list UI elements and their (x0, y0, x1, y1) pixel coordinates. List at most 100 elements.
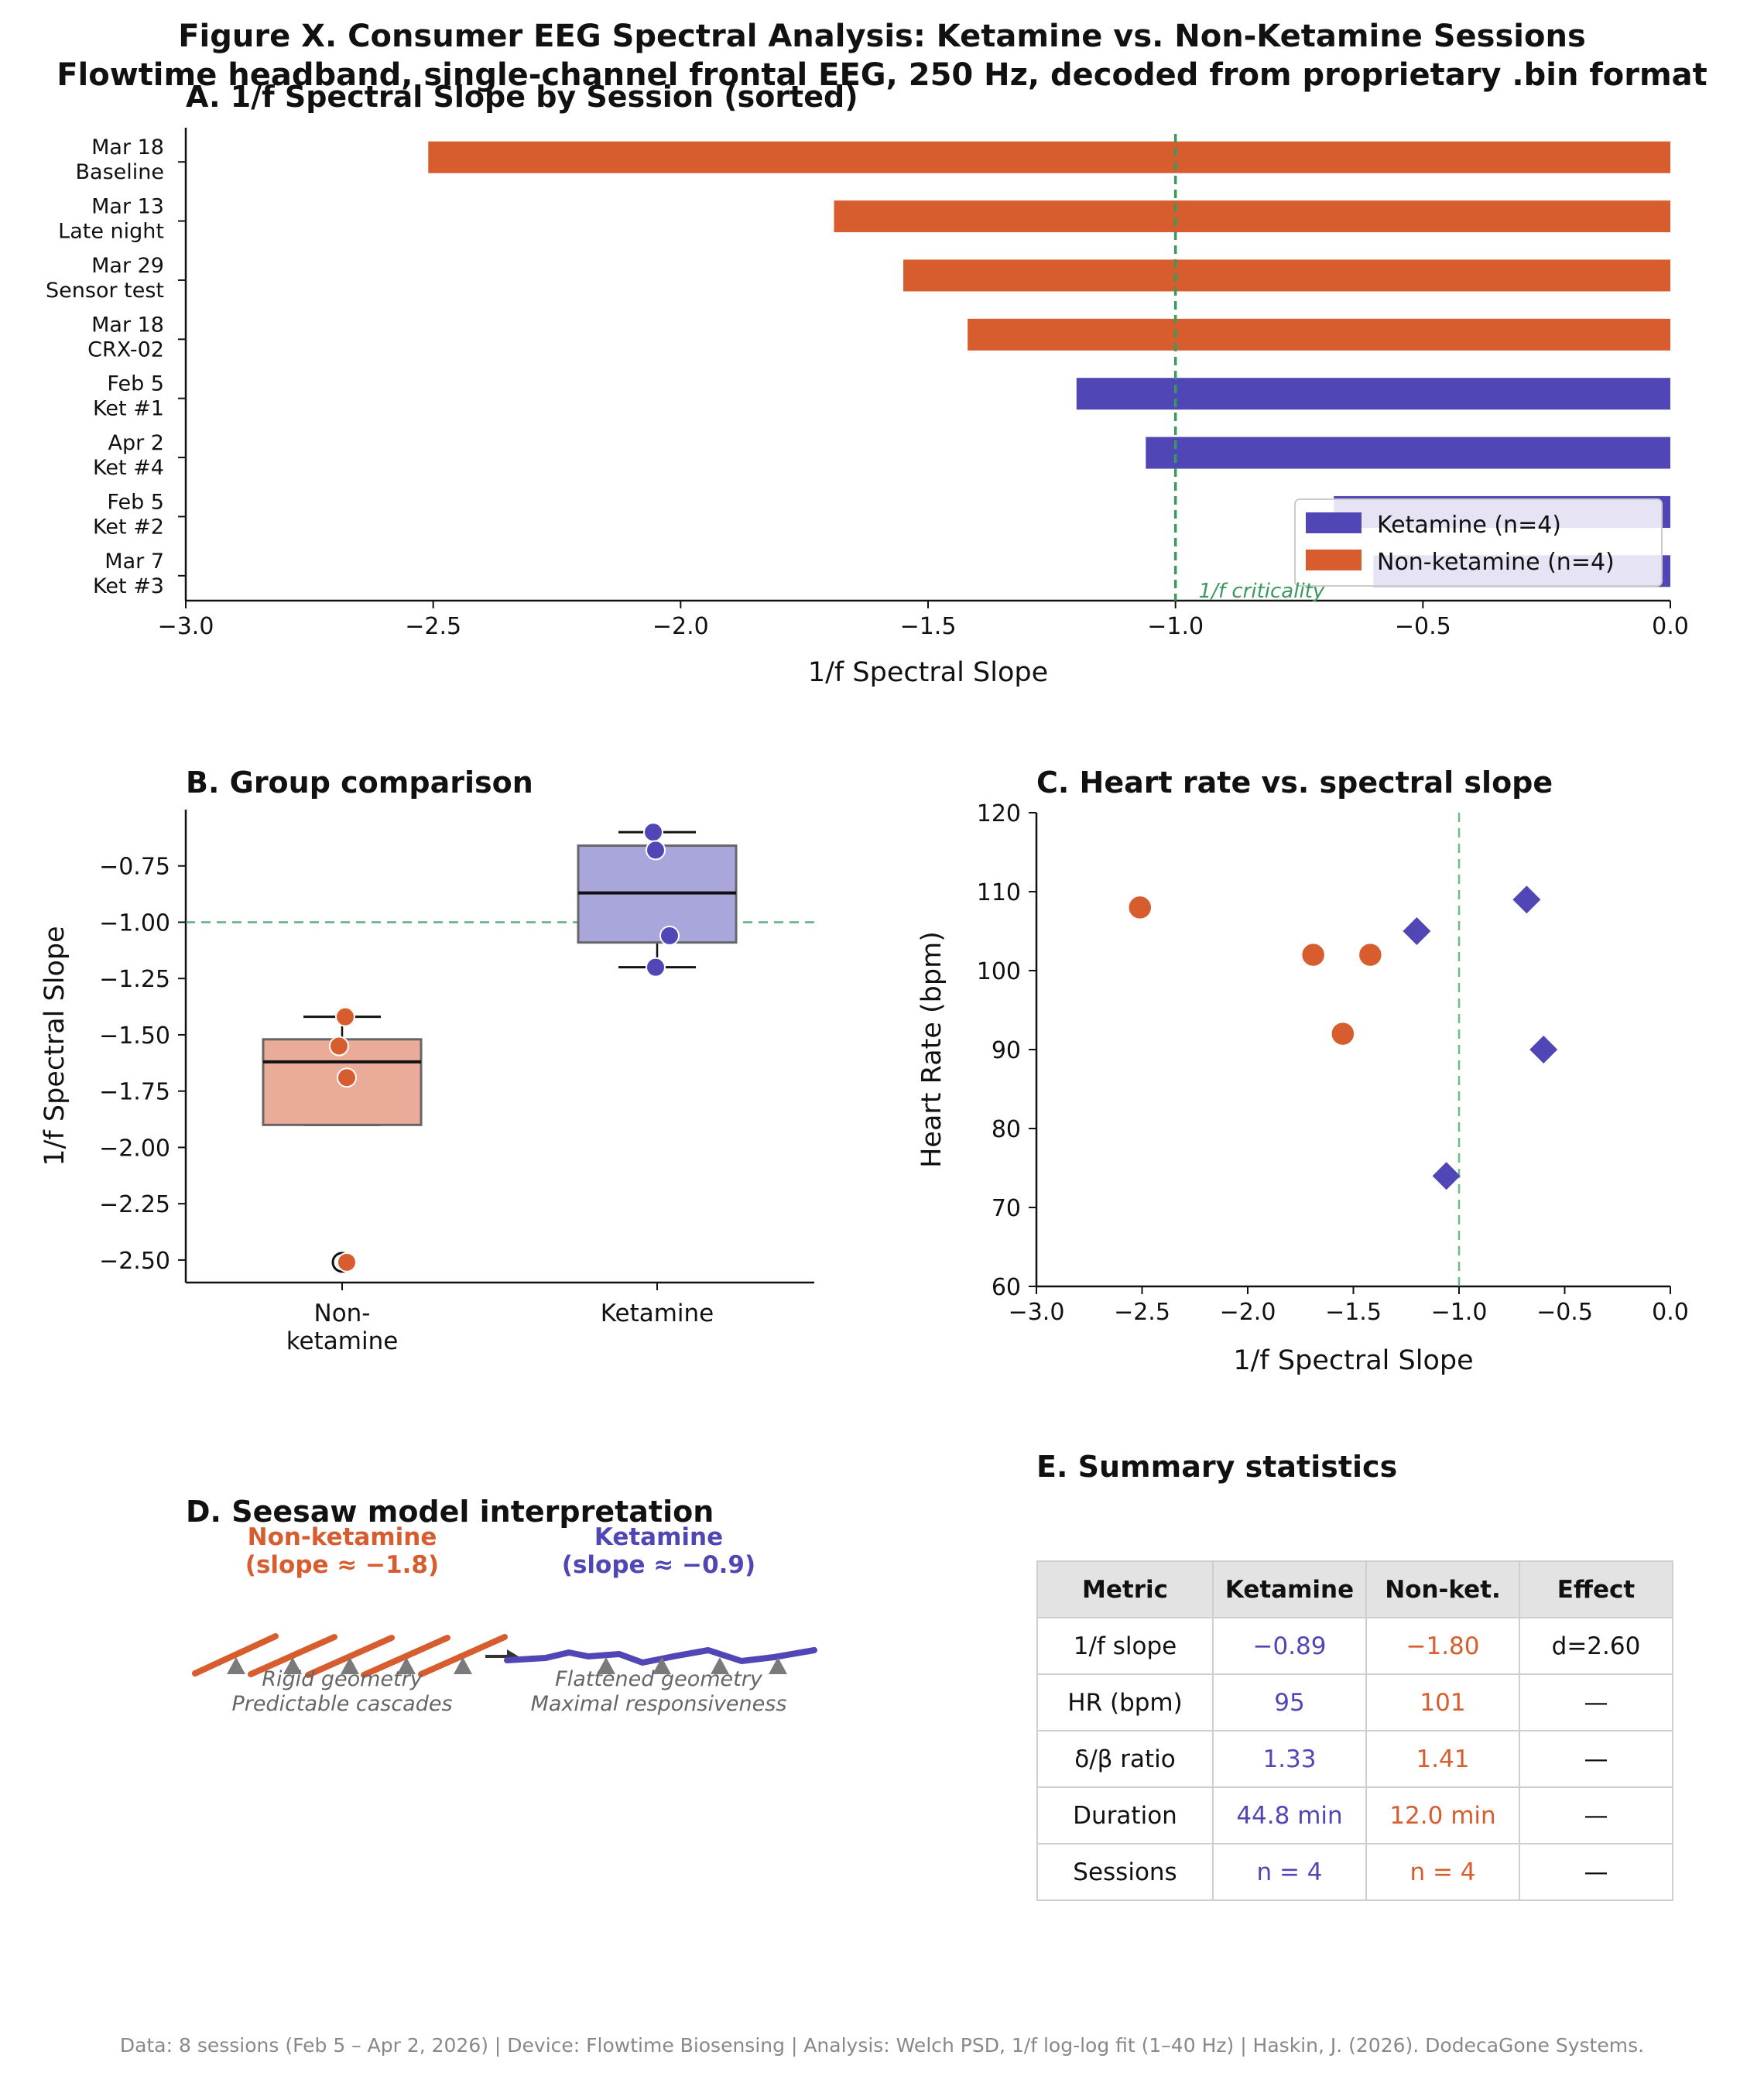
point-ketamine (646, 957, 666, 978)
seesaw-left-caption: Predictable cascades (231, 1692, 452, 1716)
y-tick-label: Mar 13 (91, 195, 164, 219)
y-axis-label: Heart Rate (bpm) (916, 931, 947, 1168)
table-cell-effect: — (1519, 1673, 1673, 1731)
y-tick-label: Sensor test (46, 279, 164, 303)
bar-mar-13-late-night (834, 200, 1670, 233)
seesaw-lever-flat (504, 1647, 817, 1666)
y-tick-label: 110 (977, 879, 1021, 906)
y-tick-label: −1.75 (99, 1079, 170, 1106)
table-cell-effect: — (1519, 1843, 1673, 1901)
table-cell-metric: HR (bpm) (1036, 1673, 1214, 1731)
point-nonketamine (335, 1006, 355, 1027)
y-tick-label: Mar 18 (91, 313, 164, 337)
figure-title: Figure X. Consumer EEG Spectral Analysis… (178, 19, 1586, 54)
y-tick-label: Ket #1 (93, 397, 164, 421)
panel-c-title: C. Heart rate vs. spectral slope (1036, 765, 1553, 800)
seesaw-right-caption: Flattened geometry (555, 1667, 763, 1691)
seesaw-lever-rigid (418, 1634, 508, 1677)
point-ketamine (659, 925, 680, 946)
y-tick-label: CRX-02 (87, 337, 164, 361)
point-ketamine (1529, 1036, 1558, 1063)
table-cell-ketamine: 44.8 min (1212, 1786, 1367, 1844)
panel-b-title: B. Group comparison (186, 765, 533, 800)
pivot-triangle-icon (397, 1657, 416, 1674)
y-tick-label: Feb 5 (107, 490, 164, 514)
pivot-triangle-icon (341, 1657, 359, 1674)
bar-apr-2-ket-4 (1146, 437, 1670, 469)
figure-footer: Data: 8 sessions (Feb 5 – Apr 2, 2026) |… (119, 2034, 1645, 2057)
point-nonketamine (1331, 1021, 1355, 1046)
x-tick-label: −0.5 (1536, 1299, 1593, 1326)
x-tick-label: 0.0 (1652, 1299, 1689, 1326)
x-axis-label: 1/f Spectral Slope (1233, 1345, 1473, 1376)
y-tick-label: −0.75 (99, 854, 170, 881)
point-nonketamine (1358, 942, 1383, 968)
y-tick-label: 100 (977, 958, 1021, 985)
point-ketamine (1432, 1162, 1461, 1190)
legend-box (1294, 498, 1663, 587)
summary-table: Metric Ketamine Non-ket. Effect 1/f slop… (1036, 1560, 1673, 1901)
point-nonketamine (337, 1252, 357, 1272)
pivot-triangle-icon (597, 1657, 615, 1674)
x-tick-label: −1.5 (900, 613, 957, 640)
point-nonketamine (329, 1036, 349, 1057)
table-cell-metric: Duration (1036, 1786, 1214, 1844)
y-tick-label: 70 (992, 1195, 1021, 1222)
legend-swatch-ketamine (1306, 512, 1362, 533)
x-tick-label: −2.5 (405, 613, 461, 640)
y-tick-label: Ket #2 (93, 515, 164, 539)
x-tick-label: −2.0 (1220, 1299, 1276, 1326)
figure-subtitle: Flowtime headband, single-channel fronta… (57, 57, 1707, 93)
table-cell-nonket: 1.41 (1365, 1730, 1520, 1788)
pivot-triangle-icon (283, 1657, 302, 1674)
table-row: Duration 44.8 min 12.0 min — (1036, 1786, 1673, 1844)
criticality-label: 1/f criticality (1199, 580, 1325, 603)
y-tick-label: −1.50 (99, 1022, 170, 1050)
seesaw-lever-rigid (305, 1635, 395, 1678)
table-cell-metric: Sessions (1036, 1843, 1214, 1901)
point-ketamine (646, 840, 666, 861)
y-tick-label: −2.50 (99, 1248, 170, 1275)
table-row: δ/β ratio 1.33 1.41 — (1036, 1730, 1673, 1788)
panel-e-title: E. Summary statistics (1036, 1450, 1397, 1484)
pivot-triangle-icon (711, 1657, 729, 1674)
pivot-triangle-icon (769, 1657, 787, 1674)
pivot-triangle-icon (454, 1657, 472, 1674)
table-cell-metric: 1/f slope (1036, 1617, 1214, 1675)
seesaw-right-slope: (slope ≈ −0.9) (562, 1551, 755, 1579)
table-cell-ketamine: 95 (1212, 1673, 1367, 1731)
table-row: Sessions n = 4 n = 4 — (1036, 1843, 1673, 1901)
y-tick-label: Apr 2 (108, 431, 164, 455)
y-tick-label: 80 (992, 1116, 1021, 1143)
table-cell-effect: — (1519, 1730, 1673, 1788)
table-cell-nonket: n = 4 (1365, 1843, 1520, 1901)
table-cell-effect: — (1519, 1786, 1673, 1844)
y-tick-label: Feb 5 (107, 372, 164, 396)
y-tick-label: Mar 7 (104, 550, 164, 574)
pivot-triangle-icon (653, 1657, 671, 1674)
table-cell-metric: δ/β ratio (1036, 1730, 1214, 1788)
point-nonketamine (1128, 895, 1153, 920)
table-cell-nonket: 12.0 min (1365, 1786, 1520, 1844)
summary-header: Ketamine (1212, 1560, 1367, 1618)
y-tick-label: Late night (58, 220, 164, 244)
table-cell-nonket: 101 (1365, 1673, 1520, 1731)
x-tick-label: −0.5 (1395, 613, 1451, 640)
summary-header-row: Metric Ketamine Non-ket. Effect (1036, 1560, 1673, 1618)
x-tick-label: −3.0 (158, 613, 214, 640)
bar-feb-5-ket-1 (1076, 378, 1670, 410)
seesaw-lever-rigid (192, 1633, 279, 1677)
y-tick-label: Baseline (76, 160, 164, 184)
legend-swatch-nonketamine (1306, 550, 1362, 570)
point-nonketamine (1300, 942, 1326, 968)
point-ketamine (643, 822, 663, 843)
seesaw-left-slope: (slope ≈ −1.8) (245, 1551, 439, 1579)
seesaw-lever-rigid (361, 1635, 450, 1678)
y-tick-label: Mar 29 (91, 254, 164, 278)
point-ketamine (1512, 885, 1541, 914)
x-tick-label: −2.0 (653, 613, 709, 640)
x-axis-label: 1/f Spectral Slope (808, 657, 1048, 688)
